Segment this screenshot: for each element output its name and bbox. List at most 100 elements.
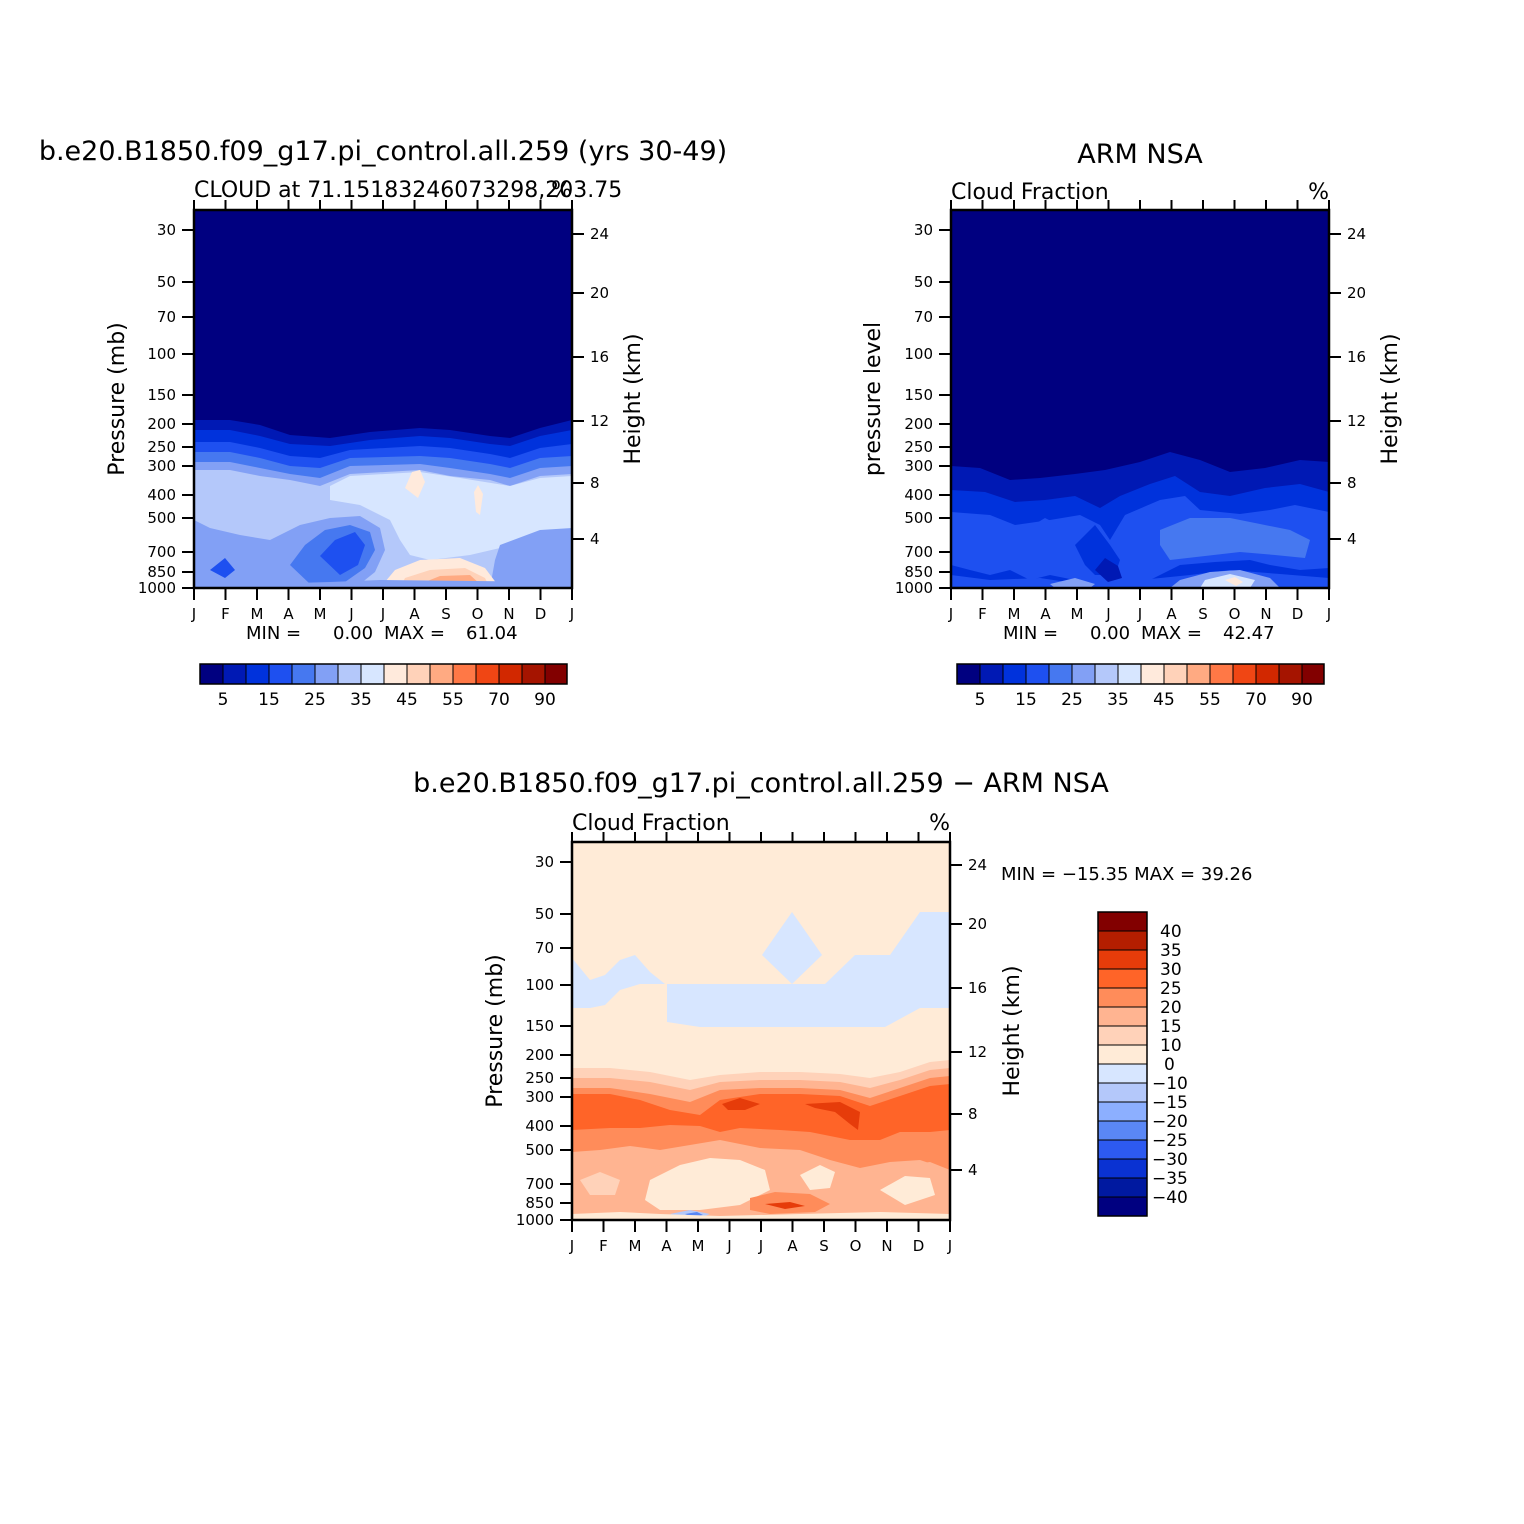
x-tick-label: F: [221, 605, 230, 623]
min-label: MIN =: [246, 623, 301, 644]
colorbar-swatch: [1098, 950, 1147, 969]
y-tick-label: 500: [525, 1141, 554, 1159]
colorbar-swatch: [1072, 664, 1095, 684]
panel3-title: b.e20.B1850.f09_g17.pi_control.all.259 −…: [413, 768, 1109, 799]
x-tick-label: O: [472, 605, 484, 623]
colorbar-label: 20: [1160, 998, 1182, 1018]
colorbar-swatch: [1256, 664, 1279, 684]
colorbar-swatch: [1164, 664, 1187, 684]
colorbar-label: 5: [218, 690, 229, 710]
contour-fill: [645, 1158, 770, 1210]
colorbar-label: 35: [1160, 941, 1182, 961]
y-right-tick-label: 4: [968, 1161, 978, 1179]
colorbar-swatch: [361, 664, 384, 684]
y-tick-label: 300: [525, 1088, 554, 1106]
x-tick-label: N: [881, 1237, 892, 1255]
y-tick-label: 100: [147, 345, 176, 363]
colorbar-label: 0: [1164, 1055, 1175, 1075]
y-right-axis-label: Height (km): [1000, 965, 1025, 1096]
contour-fill: [330, 472, 572, 560]
contour-fill: [1225, 577, 1243, 586]
x-tick-label: M: [629, 1237, 642, 1255]
panel-model-cloud: b.e20.B1850.f09_g17.pi_control.all.259 (…: [39, 136, 727, 710]
y-right-tick-label: 16: [968, 979, 987, 997]
colorbar-swatch: [453, 664, 476, 684]
x-tick-label: M: [251, 605, 264, 623]
y-tick-label: 70: [157, 308, 176, 326]
x-tick-label: D: [535, 605, 547, 623]
y-tick-label: 400: [525, 1117, 554, 1135]
y-tick-label: 300: [147, 457, 176, 475]
panel2-title: ARM NSA: [1077, 139, 1203, 170]
panel2-axes: 30 50 70 100 150 200 250 300 400 500 700…: [861, 200, 1403, 644]
x-ticks: [193, 200, 573, 600]
colorbar-swatch: [1118, 664, 1141, 684]
colorbar-swatch: [384, 664, 407, 684]
panel3-unit: %: [929, 811, 950, 836]
colorbar-label: 55: [1199, 690, 1221, 710]
min-value: 0.00: [1090, 623, 1130, 644]
colorbar-swatch: [1098, 969, 1147, 988]
contour-fill: [320, 532, 365, 575]
colorbar-swatch: [1302, 664, 1324, 684]
contour-fill: [405, 470, 425, 498]
colorbar-swatch: [1210, 664, 1233, 684]
colorbar-swatch: [1098, 1178, 1147, 1197]
colorbar-swatch: [1049, 664, 1072, 684]
min-value: 0.00: [333, 623, 373, 644]
panel3-colorbar: 40 35 30 25 20 15 10 0 −10 −15 −20 −25 −…: [1097, 911, 1188, 1217]
colorbar-label: 45: [1153, 690, 1175, 710]
colorbar-swatch: [223, 664, 246, 684]
colorbar-swatch: [1098, 1121, 1147, 1140]
contour-fill: [805, 1102, 860, 1130]
contour-fill: [951, 496, 1329, 586]
colorbar-swatch: [1098, 1026, 1147, 1045]
x-tick-label: F: [599, 1237, 608, 1255]
colorbar-label: 30: [1160, 960, 1182, 980]
x-tick-label: J: [569, 1237, 574, 1255]
colorbar-swatch: [292, 664, 315, 684]
y-right-tick-label: 12: [968, 1043, 987, 1061]
colorbar-label: −40: [1152, 1188, 1188, 1208]
x-tick-label: M: [1008, 605, 1021, 623]
x-tick-label: J: [758, 1237, 763, 1255]
x-tick-label: S: [819, 1237, 829, 1255]
contour-fill: [762, 912, 822, 984]
x-tick-label: A: [283, 605, 294, 623]
colorbar-label: 15: [1015, 690, 1037, 710]
y-tick-label: 30: [535, 853, 554, 871]
y-right-axis-label: Height (km): [621, 333, 646, 464]
y-tick-label: 50: [535, 905, 554, 923]
colorbar-swatch: [1098, 1007, 1147, 1026]
y-tick-label: 250: [525, 1069, 554, 1087]
panel1-subtitle: CLOUD at 71.15183246073298,203.75: [194, 178, 622, 203]
y-tick-label: 850: [904, 563, 933, 581]
y-right-tick-label: 20: [1347, 284, 1366, 302]
panel2-subtitle: Cloud Fraction: [951, 180, 1109, 205]
panel3-subtitle: Cloud Fraction: [572, 811, 730, 836]
y-right-tick-label: 16: [1347, 348, 1366, 366]
y-tick-label: 200: [147, 415, 176, 433]
y-tick-label: 100: [904, 345, 933, 363]
x-ticks: [950, 200, 1330, 600]
x-ticks: [571, 832, 951, 1232]
colorbar-swatch: [1098, 912, 1147, 931]
panel1-colorbar: 5 15 25 35 45 55 70 90: [199, 663, 568, 710]
contour-fill: [194, 580, 572, 588]
y-tick-label: 850: [525, 1194, 554, 1212]
colorbar-swatch: [957, 664, 980, 684]
contour-fill: [1050, 578, 1095, 588]
y-tick-label: 70: [914, 308, 933, 326]
max-label: MAX =: [1141, 623, 1202, 644]
panel2-contours: [951, 210, 1329, 588]
colorbar-label: 90: [1291, 690, 1313, 710]
y-tick-label: 150: [904, 386, 933, 404]
contour-fill: [800, 1165, 835, 1190]
x-tick-label: D: [913, 1237, 925, 1255]
colorbar-swatch: [1098, 988, 1147, 1007]
panel3-axes: 30 50 70 100 150 200 250 300 400 500 700…: [483, 832, 1252, 1255]
y-tick-label: 50: [914, 273, 933, 291]
colorbar-label: 10: [1160, 1036, 1182, 1056]
y-axis-label: Pressure (mb): [483, 954, 508, 1108]
